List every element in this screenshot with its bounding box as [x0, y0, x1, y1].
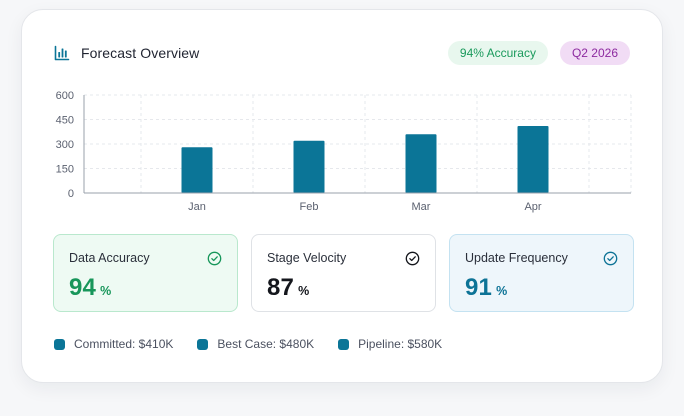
metric-value-row: 91 % [465, 274, 618, 302]
card-title: Forecast Overview [81, 45, 200, 61]
metric-label: Update Frequency [465, 251, 568, 265]
x-tick-label: Mar [412, 201, 431, 213]
legend-label: Pipeline: $580K [358, 337, 443, 351]
metric-unit: % [298, 284, 310, 298]
metric-unit: % [496, 284, 508, 298]
check-circle-icon [207, 251, 222, 266]
check-circle-icon [603, 251, 618, 266]
bar-apr [517, 126, 549, 193]
metric-cards: Data Accuracy 94 % Stage Velocity 87 % U… [53, 234, 634, 312]
y-tick-label: 300 [56, 139, 74, 151]
legend-label: Best Case: $480K [217, 337, 315, 351]
x-tick-label: Feb [300, 201, 319, 213]
legend-swatch [338, 338, 350, 350]
check-circle-icon [405, 251, 420, 266]
metric-card-update-frequency: Update Frequency 91 % [449, 234, 634, 312]
accuracy-badge: 94% Accuracy [447, 41, 548, 65]
metric-value: 87 [267, 274, 295, 301]
metric-label: Stage Velocity [267, 251, 347, 265]
legend-item-pipeline[interactable]: Pipeline: $580K [338, 337, 442, 351]
header-badges: 94% Accuracy Q2 2026 [447, 41, 630, 65]
y-tick-label: 450 [56, 115, 74, 127]
bar-feb [293, 140, 325, 193]
legend-item-committed[interactable]: Committed: $410K [54, 337, 173, 351]
bar-chart-icon [54, 45, 70, 61]
legend-item-best-case[interactable]: Best Case: $480K [197, 337, 314, 351]
legend-swatch [197, 338, 209, 350]
metric-unit: % [100, 284, 112, 298]
metric-value: 94 [69, 274, 97, 301]
y-tick-label: 150 [56, 164, 74, 176]
metric-card-data-accuracy: Data Accuracy 94 % [53, 234, 238, 312]
forecast-overview-card: Forecast Overview 94% Accuracy Q2 2026 0… [21, 9, 663, 383]
bar-jan [181, 147, 213, 193]
legend-label: Committed: $410K [74, 337, 174, 351]
period-badge[interactable]: Q2 2026 [559, 41, 630, 65]
y-tick-label: 600 [56, 90, 74, 102]
bar-mar [405, 134, 437, 193]
forecast-bar-chart: 0 150 300 450 600 Jan Feb Mar Apr [56, 90, 632, 213]
legend-swatch [54, 338, 65, 350]
y-tick-label: 0 [68, 188, 74, 200]
card-header: Forecast Overview 94% Accuracy Q2 2026 [54, 41, 630, 65]
metric-label: Data Accuracy [69, 251, 150, 265]
metric-value-row: 94 % [69, 274, 222, 302]
metric-value-row: 87 % [267, 274, 420, 302]
chart-legend: Committed: $410K Best Case: $480K Pipeli… [54, 337, 442, 351]
metric-value: 91 [465, 274, 493, 301]
x-tick-label: Jan [188, 201, 206, 213]
x-tick-label: Apr [524, 201, 541, 213]
metric-card-stage-velocity: Stage Velocity 87 % [251, 234, 436, 312]
